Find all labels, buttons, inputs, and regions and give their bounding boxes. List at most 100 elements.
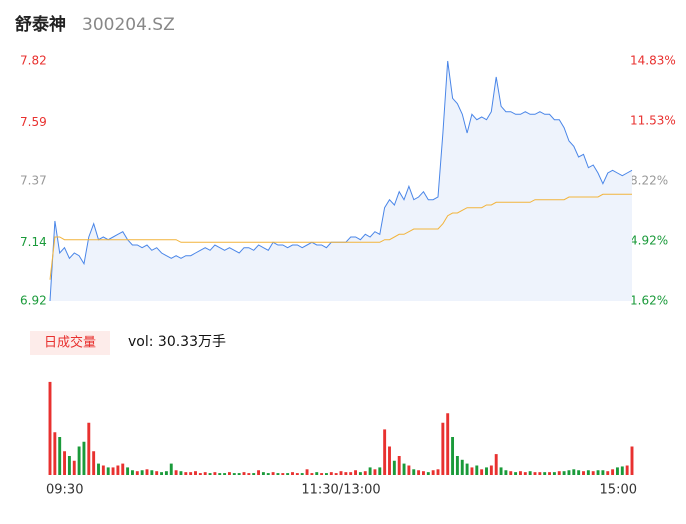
- volume-bar: [63, 451, 67, 475]
- volume-bar: [87, 422, 91, 475]
- volume-bar: [392, 460, 396, 475]
- volume-bar: [213, 472, 217, 475]
- volume-bar: [543, 472, 547, 475]
- volume-bar: [606, 471, 610, 475]
- volume-bar: [611, 469, 615, 475]
- volume-bar: [475, 465, 479, 475]
- volume-bar: [572, 469, 576, 475]
- volume-bar: [412, 469, 416, 475]
- volume-bar: [591, 471, 595, 475]
- stock-code: 300204.SZ: [82, 15, 175, 35]
- volume-bar: [344, 472, 348, 475]
- volume-bar: [407, 465, 411, 475]
- volume-bar: [625, 465, 629, 475]
- volume-bar: [189, 472, 193, 475]
- volume-bar: [358, 472, 362, 475]
- volume-bar: [247, 473, 251, 475]
- volume-bar: [465, 463, 469, 475]
- y-tick-label: 7.82: [20, 54, 47, 68]
- volume-bar: [218, 473, 222, 475]
- volume-bar: [82, 441, 86, 475]
- volume-bar: [354, 470, 358, 475]
- volume-bar: [514, 472, 518, 475]
- volume-bar: [548, 472, 552, 475]
- price-area: [50, 61, 632, 301]
- volume-bar: [538, 472, 542, 475]
- volume-bar: [101, 465, 105, 475]
- volume-bar: [504, 470, 508, 475]
- volume-bar: [441, 422, 445, 475]
- volume-bar: [305, 469, 309, 475]
- volume-bar: [460, 459, 464, 475]
- volume-bar: [150, 470, 154, 475]
- volume-bar: [383, 429, 387, 475]
- volume-bar: [620, 466, 624, 475]
- volume-bar: [194, 471, 197, 475]
- y-tick-label: 7.59: [20, 115, 47, 129]
- volume-bar: [577, 470, 581, 475]
- volume-bar: [426, 472, 430, 475]
- stock-name: 舒泰神: [15, 14, 66, 35]
- volume-bar: [596, 470, 600, 475]
- volume-bar: [286, 473, 290, 475]
- volume-bar: [431, 470, 435, 475]
- volume-bar: [485, 467, 488, 475]
- volume-bar: [601, 470, 605, 475]
- volume-bar: [552, 472, 556, 475]
- volume-bar: [227, 472, 231, 475]
- volume-bar: [451, 437, 455, 475]
- volume-bar: [315, 472, 319, 475]
- y-tick-label: 7.37: [20, 174, 47, 188]
- volume-bar: [111, 467, 115, 475]
- volume-bar: [470, 467, 474, 475]
- volume-bar: [373, 469, 377, 475]
- volume-bar: [509, 471, 513, 475]
- volume-bar: [446, 413, 450, 475]
- volume-bar: [615, 467, 619, 475]
- volume-bar: [203, 472, 207, 475]
- volume-bar: [281, 473, 285, 475]
- y-tick-label: 6.92: [20, 294, 47, 308]
- volume-bar: [140, 470, 144, 475]
- y2-tick-label: 11.53%: [630, 113, 676, 127]
- volume-bar: [300, 473, 304, 475]
- volume-bar: [184, 472, 188, 475]
- volume-bar: [388, 446, 391, 475]
- volume-bar: [320, 473, 324, 475]
- volume-bar: [276, 473, 280, 475]
- volume-bar: [533, 472, 537, 475]
- volume-bar: [489, 465, 493, 475]
- volume-bar: [53, 432, 57, 475]
- volume-bar: [58, 437, 62, 475]
- volume-bar: [494, 454, 498, 475]
- volume-bar: [135, 471, 139, 475]
- volume-bar: [291, 472, 294, 475]
- volume-bar: [528, 471, 532, 475]
- volume-bar: [455, 456, 459, 475]
- y2-tick-label: 8.22%: [630, 174, 668, 188]
- x-tick-label: 11:30/13:00: [301, 483, 380, 498]
- volume-bar: [324, 473, 328, 475]
- average-line: [49, 193, 632, 280]
- volume-bar: [77, 446, 81, 475]
- volume-bar: [421, 471, 425, 475]
- volume-bar: [92, 451, 96, 475]
- volume-bar: [567, 470, 571, 475]
- volume-bar: [436, 469, 440, 475]
- volume-bar: [242, 472, 246, 475]
- volume-title: 日成交量: [44, 335, 96, 351]
- y2-tick-label: 4.92%: [630, 234, 668, 248]
- volume-bar: [523, 472, 527, 475]
- x-tick-label: 09:30: [46, 483, 83, 498]
- volume-bar: [155, 471, 159, 475]
- volume-bar: [237, 473, 241, 475]
- volume-bar: [499, 467, 503, 475]
- volume-bar: [223, 473, 227, 475]
- volume-bar: [106, 467, 110, 475]
- volume-bar: [368, 467, 372, 475]
- volume-bar: [480, 469, 484, 475]
- volume-bar: [198, 473, 202, 475]
- volume-bar: [160, 472, 164, 475]
- volume-tab[interactable]: [30, 331, 110, 355]
